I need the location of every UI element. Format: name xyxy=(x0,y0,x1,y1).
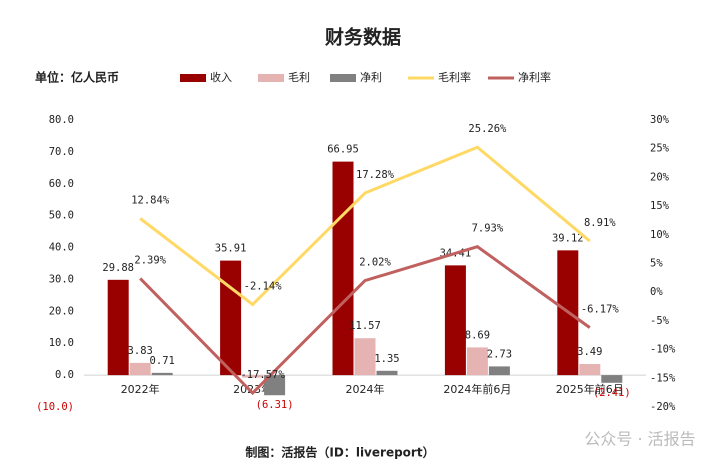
data-label: 17.28% xyxy=(356,169,395,181)
data-label: 3.49 xyxy=(577,346,602,358)
data-label: 1.35 xyxy=(374,353,399,365)
data-label: 0.71 xyxy=(150,355,175,367)
y-tick-label: 10.0 xyxy=(49,337,74,349)
y2-tick-label: 0% xyxy=(650,286,663,298)
y-tick-label: 50.0 xyxy=(49,210,74,222)
y2-tick-label: 15% xyxy=(650,200,670,212)
legend-label: 毛利率 xyxy=(438,70,471,84)
bar xyxy=(220,260,242,376)
watermark: 公众号 · 活报告 xyxy=(584,430,695,449)
y2-tick-label: -10% xyxy=(650,344,676,356)
data-label: 35.91 xyxy=(215,243,247,255)
y2-tick-label: 20% xyxy=(650,171,670,183)
bar xyxy=(107,279,129,376)
bar xyxy=(444,265,466,376)
y2-tick-label: -5% xyxy=(650,315,670,327)
y-tick-label: 40.0 xyxy=(49,242,74,254)
bar xyxy=(488,366,510,376)
legend-swatch xyxy=(258,74,284,82)
y-tick-label: 30.0 xyxy=(49,273,74,285)
y-tick-label: 70.0 xyxy=(49,146,74,158)
bar xyxy=(376,370,398,376)
data-label: 25.26% xyxy=(468,123,507,135)
legend-label: 毛利 xyxy=(288,71,310,84)
legend-label: 收入 xyxy=(210,70,232,84)
line xyxy=(139,145,591,307)
y2-tick-label: 25% xyxy=(650,143,670,155)
y2-tick-label: 10% xyxy=(650,229,670,241)
unit-label: 单位：亿人民币 xyxy=(35,70,119,85)
data-label: 2.73 xyxy=(487,348,512,360)
x-tick-label: 2023年 xyxy=(233,382,272,396)
bar xyxy=(151,372,173,376)
bar xyxy=(354,338,376,376)
data-label: 29.88 xyxy=(102,262,134,274)
y2-tick-label: 5% xyxy=(650,258,663,270)
y2-tick-label: -15% xyxy=(650,372,676,384)
legend-swatch xyxy=(330,74,356,82)
data-label: 8.91% xyxy=(584,217,616,229)
data-label: (2.41) xyxy=(593,387,631,399)
data-label: 3.83 xyxy=(128,345,153,357)
legend-label: 净利率 xyxy=(518,70,551,84)
data-label: 8.69 xyxy=(465,329,490,341)
chart-title: 财务数据 xyxy=(325,26,401,49)
y2-tick-label: 30% xyxy=(650,114,670,126)
data-label: (6.31) xyxy=(256,399,294,411)
data-label: 11.57 xyxy=(349,320,381,332)
data-label: 39.12 xyxy=(552,232,584,244)
y-tick-label: 80.0 xyxy=(49,114,74,126)
line xyxy=(139,245,591,396)
bar xyxy=(242,375,264,378)
x-tick-label: 2025年前6月 xyxy=(556,382,624,396)
data-label: -2.14% xyxy=(244,280,283,292)
bar xyxy=(332,161,354,376)
data-label: -17.57% xyxy=(240,369,285,381)
bar xyxy=(579,363,601,376)
y-tick-label: 60.0 xyxy=(49,178,74,190)
data-label: 7.93% xyxy=(472,223,504,235)
y-tick-label: 20.0 xyxy=(49,305,74,317)
y-tick-label: 0.0 xyxy=(55,369,74,381)
data-label: 66.95 xyxy=(327,144,359,156)
x-tick-label: 2022年 xyxy=(121,382,160,396)
bar xyxy=(129,362,151,376)
x-tick-label: 2024年 xyxy=(346,382,385,396)
footer: 制图：活报告（ID：livereport） xyxy=(245,445,434,460)
bar xyxy=(601,375,623,383)
data-label: 12.84% xyxy=(131,194,170,206)
data-label: 2.02% xyxy=(359,257,391,269)
legend-label: 净利 xyxy=(360,70,382,84)
data-label: -6.17% xyxy=(581,304,620,316)
y2-tick-label: -20% xyxy=(650,401,676,413)
x-tick-label: 2024年前6月 xyxy=(443,382,511,396)
y-tick-label: (10.0) xyxy=(36,401,74,413)
bar xyxy=(466,347,488,376)
data-label: 2.39% xyxy=(134,254,166,266)
bar xyxy=(264,375,286,396)
legend-swatch xyxy=(180,74,206,82)
